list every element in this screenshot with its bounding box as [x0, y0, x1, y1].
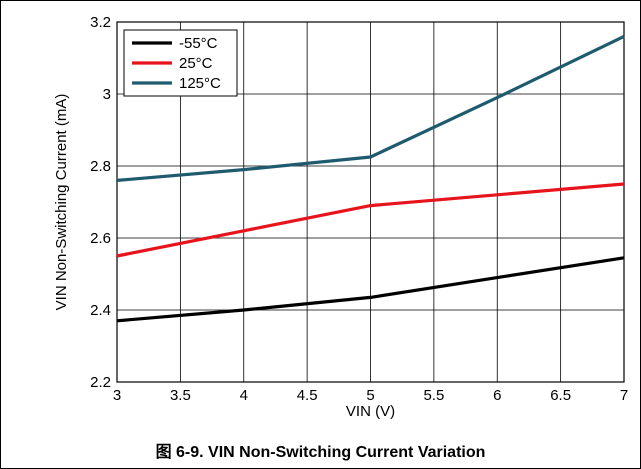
series-line-2: [116, 34, 625, 182]
legend-label: 25°C: [179, 55, 213, 72]
series-line-0: [116, 256, 625, 323]
x-tick-label: 7: [620, 387, 628, 404]
x-tick-label: 4: [240, 387, 248, 404]
x-tick-label: 3.5: [170, 387, 191, 404]
legend-label: -55°C: [179, 35, 218, 52]
y-tick-label: 2.6: [90, 230, 111, 247]
plot-area-border: [116, 21, 625, 383]
x-tick-label: 3: [113, 387, 121, 404]
y-tick-labels: 2.2 2.4 2.6 2.8 3 3.2: [90, 14, 111, 391]
y-tick-label: 3: [103, 86, 111, 103]
y-axis-label: VIN Non-Switching Current (mA): [53, 94, 70, 311]
x-tick-label: 5: [366, 387, 374, 404]
series-lines: [116, 34, 625, 323]
y-tick-label: 2.2: [90, 374, 111, 391]
x-tick-label: 4.5: [297, 387, 318, 404]
x-axis-label: VIN (V): [346, 403, 395, 420]
legend: -55°C 25°C 125°C: [123, 29, 238, 97]
y-tick-label: 3.2: [90, 14, 111, 31]
y-tick-label: 2.4: [90, 302, 111, 319]
y-tick-label: 2.8: [90, 158, 111, 175]
x-tick-label: 6: [493, 387, 501, 404]
legend-label: 125°C: [179, 75, 221, 92]
series-line-1: [116, 182, 625, 258]
figure-caption: 图 6-9. VIN Non-Switching Current Variati…: [155, 444, 486, 461]
x-tick-labels: 3 3.5 4 4.5 5 5.5 6 6.5 7: [113, 387, 628, 404]
x-tick-label: 5.5: [423, 387, 444, 404]
x-tick-label: 6.5: [550, 387, 571, 404]
